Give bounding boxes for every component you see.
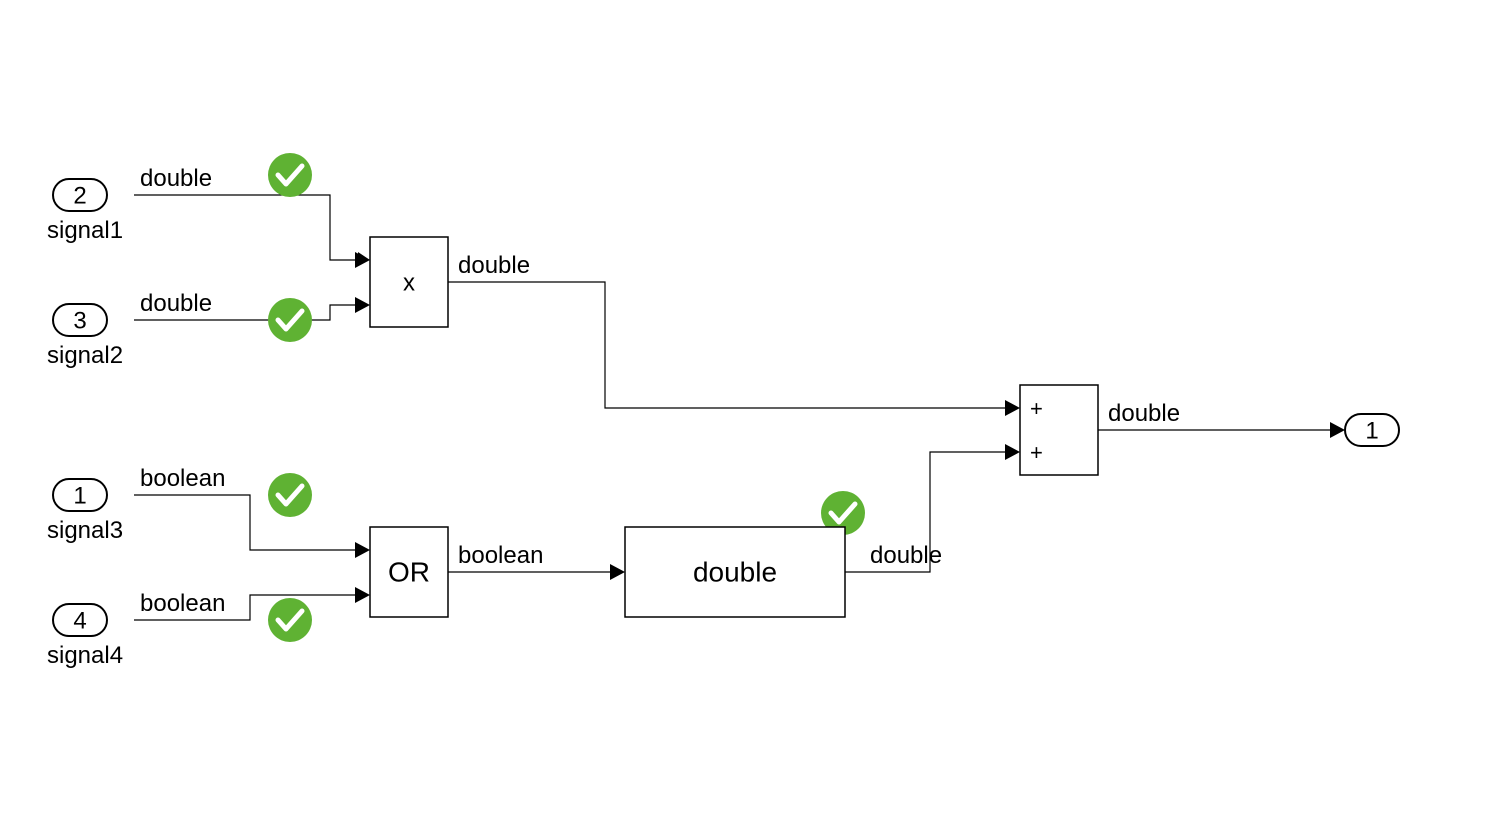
or-out-type-label: boolean xyxy=(458,542,543,569)
convert-out-type-label: double xyxy=(870,542,942,569)
inport-signal2-label: signal2 xyxy=(47,342,123,369)
block-diagram-canvas: double double boolean boolean double boo… xyxy=(0,0,1488,822)
wire-signal3-to-or xyxy=(134,495,370,558)
signal2-type-label: double xyxy=(140,290,212,317)
or-block[interactable]: OR xyxy=(370,527,448,617)
wire-signal1-to-product xyxy=(134,195,370,268)
check-badge-4 xyxy=(268,598,312,642)
inport-signal3-label: signal3 xyxy=(47,517,123,544)
svg-text:x: x xyxy=(403,269,415,296)
check-badge-1 xyxy=(268,153,312,197)
product-block[interactable]: x xyxy=(370,237,448,327)
svg-text:3: 3 xyxy=(73,307,86,334)
convert-block[interactable]: double xyxy=(625,527,845,617)
sum-sign-1: + xyxy=(1030,396,1043,421)
svg-text:1: 1 xyxy=(73,482,86,509)
signal1-type-label: double xyxy=(140,165,212,192)
svg-text:double: double xyxy=(693,556,777,587)
outport-1[interactable]: 1 xyxy=(1345,414,1399,446)
check-badge-3 xyxy=(268,473,312,517)
inport-signal3[interactable]: 1 signal3 xyxy=(47,479,123,544)
signal4-type-label: boolean xyxy=(140,590,225,617)
inport-signal2[interactable]: 3 signal2 xyxy=(47,304,123,369)
sum-sign-2: + xyxy=(1030,440,1043,465)
inport-signal4-label: signal4 xyxy=(47,642,123,669)
inport-signal4[interactable]: 4 signal4 xyxy=(47,604,123,669)
wire-product-to-sum xyxy=(448,282,1020,416)
sum-block[interactable]: + + xyxy=(1020,385,1098,475)
inport-signal1[interactable]: 2 signal1 xyxy=(47,179,123,244)
check-badge-2 xyxy=(268,298,312,342)
product-out-type-label: double xyxy=(458,252,530,279)
signal3-type-label: boolean xyxy=(140,465,225,492)
svg-text:1: 1 xyxy=(1365,417,1378,444)
sum-out-type-label: double xyxy=(1108,400,1180,427)
svg-text:OR: OR xyxy=(388,556,430,587)
svg-text:2: 2 xyxy=(73,182,86,209)
inport-signal1-label: signal1 xyxy=(47,217,123,244)
svg-text:4: 4 xyxy=(73,607,86,634)
